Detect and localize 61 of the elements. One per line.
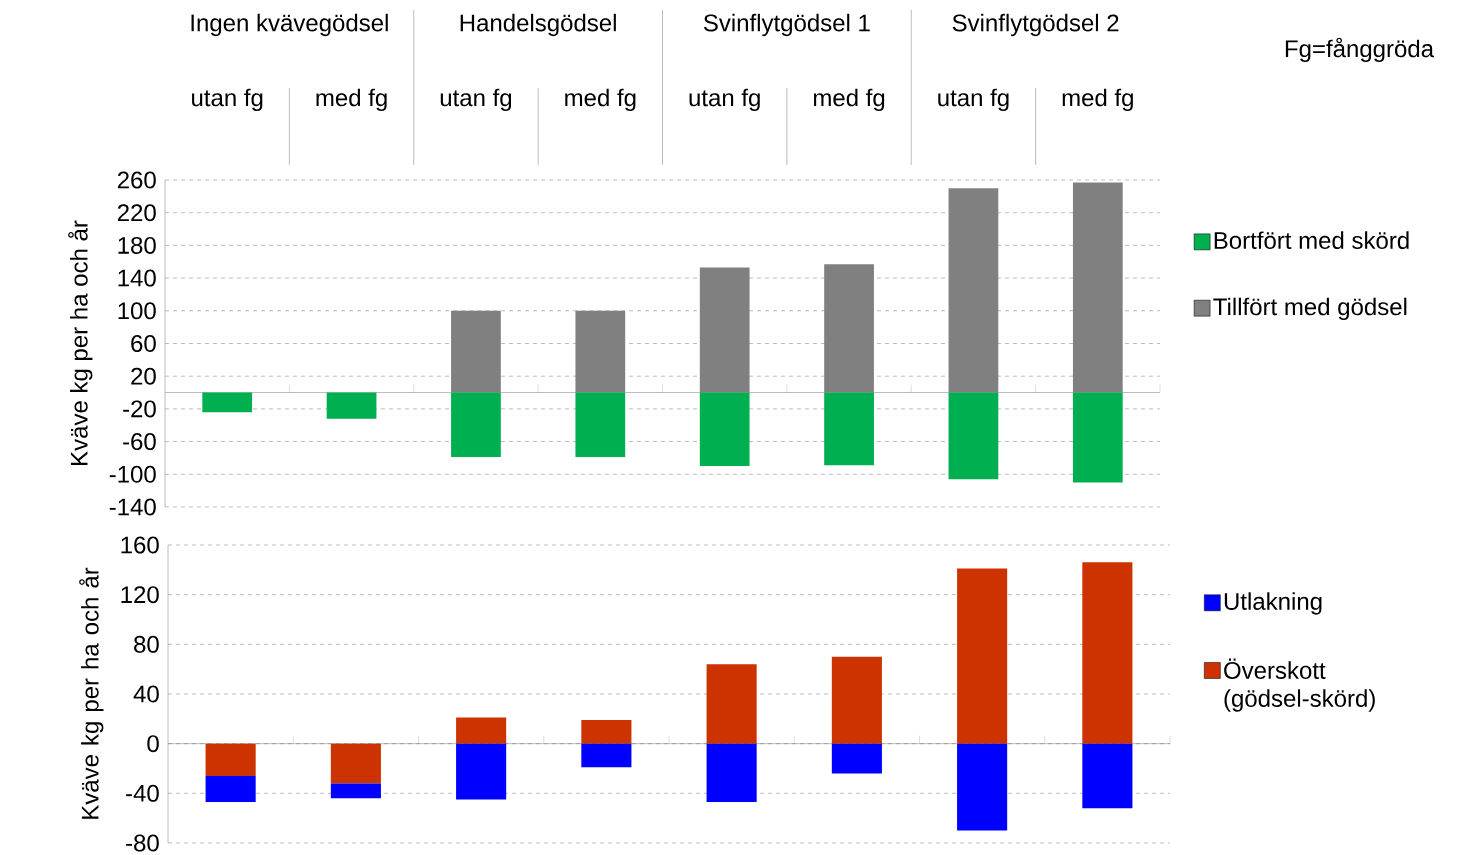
- bar: [456, 717, 507, 744]
- x-tick-label: utan fg: [938, 88, 1009, 112]
- legend-label: Utlakning: [1224, 592, 1322, 615]
- bar: [1082, 743, 1133, 809]
- y-tick-label: -40: [126, 784, 159, 802]
- bar: [581, 720, 632, 744]
- bar: [831, 743, 882, 774]
- x-tick-label: med fg: [813, 88, 885, 112]
- text: Handelsgödsel: [460, 13, 616, 37]
- y-tick-label: -80: [126, 834, 159, 852]
- x-tick-label: med fg: [316, 88, 387, 112]
- text: Svinflytgödsel 1: [703, 13, 870, 37]
- bar: [205, 775, 256, 803]
- bar: [330, 783, 381, 799]
- text: Svinflytgödsel 2: [952, 13, 1119, 37]
- bar: [1082, 562, 1133, 744]
- bar: [451, 392, 501, 458]
- bar: [581, 743, 632, 768]
- bar: [330, 743, 381, 784]
- y-tick-label: 40: [133, 685, 159, 703]
- y-tick-label: 60: [131, 334, 156, 352]
- bar: [326, 392, 377, 419]
- y-tick-label: 20: [131, 367, 156, 385]
- bar: [575, 392, 626, 458]
- bar: [948, 392, 999, 480]
- text: Ingen kvävegödsel: [191, 13, 388, 37]
- bar: [699, 392, 750, 467]
- bar: [456, 743, 507, 800]
- bar: [706, 664, 757, 744]
- y-tick-label: -140: [109, 498, 156, 516]
- bar: [205, 743, 256, 776]
- y-tick-label: -100: [109, 465, 156, 483]
- y-tick-label: 220: [117, 204, 156, 222]
- y-tick-label: 120: [121, 586, 159, 604]
- y-tick-label: 180: [118, 236, 156, 254]
- bar: [1072, 392, 1123, 483]
- legend-label: Överskott (gödsel-skörd): [1224, 658, 1375, 712]
- y-tick-label: -60: [123, 433, 156, 451]
- bar: [831, 656, 882, 744]
- bar: [824, 392, 874, 466]
- y-tick-label: 0: [147, 735, 159, 753]
- y-tick-label: 100: [118, 302, 156, 320]
- text: Fg=fånggröda: [1285, 37, 1435, 63]
- x-tick-label: med fg: [1062, 88, 1133, 112]
- legend-label: Tillfört med gödsel: [1213, 297, 1407, 321]
- y-axis-title: Kväve kg per ha och år: [79, 567, 104, 819]
- y-tick-label: 160: [121, 536, 159, 554]
- y-tick-label: 140: [118, 269, 156, 287]
- x-tick-label: med fg: [565, 88, 636, 112]
- x-tick-label: utan fg: [440, 88, 512, 112]
- bar: [202, 392, 253, 413]
- y-axis-title: Kväve kg per ha och år: [68, 220, 93, 465]
- y-tick-label: -20: [123, 400, 156, 418]
- legend-label: Bortfört med skörd: [1214, 231, 1409, 249]
- y-tick-label: 80: [134, 635, 159, 653]
- bar: [957, 743, 1008, 831]
- bar: [706, 743, 757, 803]
- x-tick-label: utan fg: [192, 88, 263, 112]
- bar: [957, 568, 1008, 744]
- x-tick-label: utan fg: [689, 88, 760, 112]
- y-tick-label: 260: [117, 171, 156, 189]
